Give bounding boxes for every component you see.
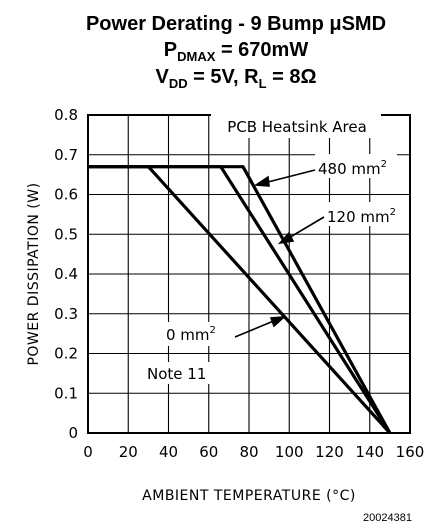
chart-title-line2: PDMAX = 670mW <box>164 39 309 64</box>
arrow-120-head <box>277 231 295 245</box>
y-tick-label: 0 <box>68 424 78 442</box>
series-label-0: 0 mm2 <box>166 325 216 344</box>
x-tick-label: 20 <box>119 443 138 461</box>
label-120-bg <box>324 202 406 226</box>
y-tick-label: 0.1 <box>54 384 78 402</box>
y-tick-labels: 0 0.1 0.2 0.3 0.4 0.5 0.6 0.7 0.8 <box>54 106 78 442</box>
figure-id: 20024381 <box>363 512 412 524</box>
annotation-arrows <box>234 169 325 338</box>
series-label-120: 120 mm2 <box>327 207 396 226</box>
series-line-2 <box>88 165 392 435</box>
y-tick-label: 0.6 <box>54 186 78 204</box>
chart-title-line1: Power Derating - 9 Bump μSMD <box>86 13 386 35</box>
note-label: Note 11 <box>147 365 206 383</box>
arrow-480-head <box>253 175 270 187</box>
x-tick-label: 160 <box>396 443 425 461</box>
series-label-480: 480 mm2 <box>318 159 387 178</box>
y-tick-label: 0.8 <box>54 106 78 124</box>
y-tick-label: 0.4 <box>54 265 78 283</box>
legend-title-bg <box>211 114 381 138</box>
series-lines <box>88 165 392 435</box>
label-0-bg <box>164 322 236 346</box>
x-tick-label: 80 <box>239 443 258 461</box>
x-tick-label: 40 <box>159 443 178 461</box>
x-tick-label: 60 <box>199 443 218 461</box>
note-bg <box>144 362 220 384</box>
x-tick-labels: 0 20 40 60 80 100 120 140 160 <box>83 443 424 461</box>
y-tick-label: 0.3 <box>54 305 78 323</box>
x-tick-label: 100 <box>275 443 304 461</box>
label-480-bg <box>315 154 397 178</box>
legend-title: PCB Heatsink Area <box>227 118 367 136</box>
y-tick-label: 0.5 <box>54 225 78 243</box>
arrow-0-line <box>234 319 277 338</box>
x-tick-label: 140 <box>355 443 384 461</box>
x-tick-label: 120 <box>315 443 344 461</box>
chart-title-line3: VDD = 5V, RL = 8Ω <box>155 66 316 91</box>
y-tick-label: 0.7 <box>54 146 78 164</box>
y-axis-label: POWER DISSIPATION (W) <box>26 182 42 365</box>
arrow-120-line <box>286 216 325 240</box>
y-tick-label: 0.2 <box>54 345 78 363</box>
arrow-0-head <box>269 316 287 328</box>
x-tick-label: 0 <box>83 443 93 461</box>
x-axis-label: AMBIENT TEMPERATURE (°C) <box>142 488 356 504</box>
arrow-480-line <box>263 169 316 184</box>
